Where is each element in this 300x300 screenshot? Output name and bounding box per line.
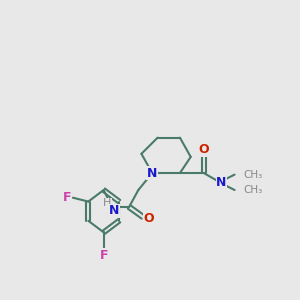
- Text: N: N: [147, 167, 158, 180]
- Text: F: F: [62, 191, 71, 204]
- Text: O: O: [199, 143, 209, 157]
- Text: N: N: [109, 204, 119, 217]
- Text: F: F: [100, 249, 108, 262]
- Text: H: H: [103, 198, 112, 208]
- Text: CH₃: CH₃: [244, 185, 263, 195]
- Text: CH₃: CH₃: [244, 169, 263, 180]
- Text: O: O: [144, 212, 154, 225]
- Text: N: N: [216, 176, 227, 189]
